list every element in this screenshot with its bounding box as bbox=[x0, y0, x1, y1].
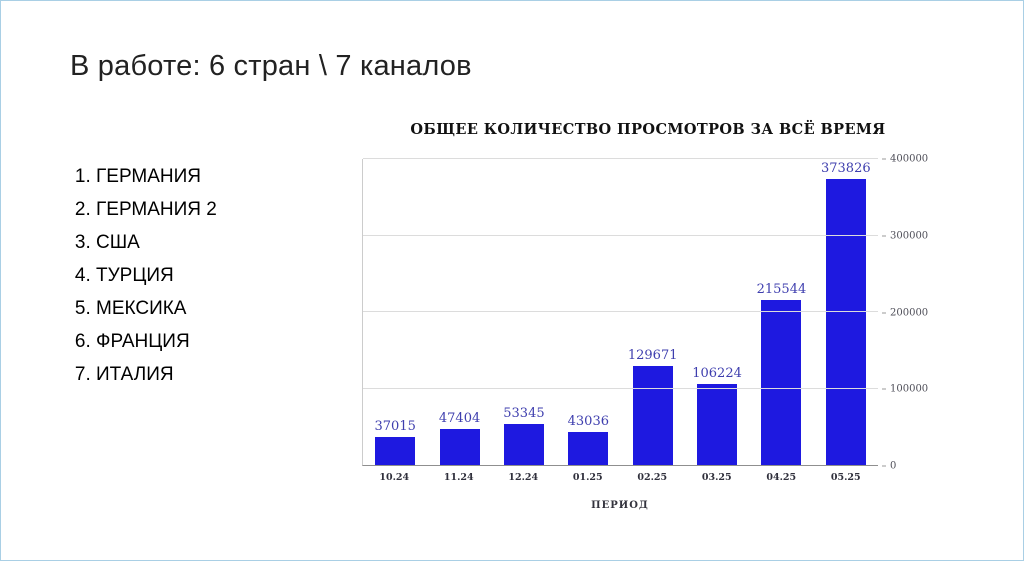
bar bbox=[375, 436, 416, 465]
bar bbox=[761, 300, 802, 465]
bar-value-label: 106224 bbox=[692, 365, 742, 381]
country-list: ГЕРМАНИЯ ГЕРМАНИЯ 2 США ТУРЦИЯ МЕКСИКА ФРАНЦИ… bbox=[58, 166, 217, 397]
x-axis: 10.24 11.24 12.24 01.25 02.25 03.25 04.25 05.25 bbox=[362, 472, 878, 483]
x-tick-label: 04.25 bbox=[766, 472, 797, 483]
bar-group: 47404 bbox=[427, 159, 491, 465]
x-tick-label: 12.24 bbox=[508, 472, 539, 483]
country-list-item: ГЕРМАНИЯ 2 bbox=[96, 199, 217, 221]
country-list-item: ГЕРМАНИЯ bbox=[96, 166, 217, 188]
bar-group: 129671 bbox=[621, 159, 685, 465]
x-tick-label: 03.25 bbox=[701, 472, 732, 483]
bar-group: 215544 bbox=[749, 159, 813, 465]
y-tick-label: 0 bbox=[882, 461, 896, 472]
x-tick-label: 10.24 bbox=[379, 472, 410, 483]
country-list-item: ИТАЛИЯ bbox=[96, 364, 217, 386]
slide-title: В работе: 6 стран \ 7 каналов bbox=[70, 50, 472, 82]
y-tick-label: 100000 bbox=[882, 384, 928, 395]
x-tick-label: 11.24 bbox=[443, 472, 474, 483]
bars: 37015 47404 53345 43036 129671 106224 215544 37… bbox=[363, 159, 878, 465]
bar-group: 106224 bbox=[685, 159, 749, 465]
bar-value-label: 53345 bbox=[503, 406, 545, 422]
bar-value-label: 43036 bbox=[567, 414, 609, 430]
views-chart: ОБЩЕЕ КОЛИЧЕСТВО ПРОСМОТРОВ ЗА ВСЁ ВРЕМЯ… bbox=[362, 121, 937, 511]
country-list-item: МЕКСИКА bbox=[96, 298, 217, 320]
bar-value-label: 47404 bbox=[438, 410, 481, 426]
bar-group: 53345 bbox=[492, 159, 556, 465]
gridline bbox=[363, 158, 878, 159]
bar bbox=[568, 432, 609, 465]
x-tick-label: 01.25 bbox=[572, 472, 603, 483]
x-tick-label: 02.25 bbox=[637, 472, 668, 483]
bar-value-label: 215544 bbox=[756, 282, 807, 298]
gridline bbox=[363, 234, 878, 236]
x-axis-title: ПЕРИОД bbox=[591, 500, 649, 511]
y-tick-label: 300000 bbox=[882, 230, 928, 241]
country-list-item: США bbox=[96, 232, 217, 254]
y-axis: 0 100000 200000 300000 400000 bbox=[878, 154, 934, 472]
chart-title: ОБЩЕЕ КОЛИЧЕСТВО ПРОСМОТРОВ ЗА ВСЁ ВРЕМЯ bbox=[410, 121, 886, 138]
bar-group: 37015 bbox=[363, 159, 427, 465]
country-list-item: ТУРЦИЯ bbox=[96, 265, 217, 287]
country-list-item: ФРАНЦИЯ bbox=[96, 331, 217, 353]
bar-group: 373826 bbox=[814, 159, 878, 465]
bar-value-label: 129671 bbox=[627, 347, 678, 363]
gridline bbox=[363, 311, 878, 312]
bar bbox=[503, 424, 544, 465]
plot-area: 37015 47404 53345 43036 129671 106224 215544 37… bbox=[362, 158, 878, 466]
plot-row: 37015 47404 53345 43036 129671 106224 215544 37… bbox=[362, 154, 937, 472]
bar bbox=[439, 428, 480, 465]
y-tick-label: 200000 bbox=[882, 307, 928, 318]
bar-value-label: 37015 bbox=[374, 418, 416, 434]
x-tick-label: 05.25 bbox=[830, 472, 861, 483]
bar-group: 43036 bbox=[556, 159, 620, 465]
gridline bbox=[363, 387, 878, 389]
y-tick-label: 400000 bbox=[882, 154, 928, 165]
bar bbox=[697, 383, 738, 465]
bar bbox=[632, 365, 673, 465]
bar bbox=[825, 179, 866, 465]
bar-value-label: 373826 bbox=[820, 161, 871, 177]
